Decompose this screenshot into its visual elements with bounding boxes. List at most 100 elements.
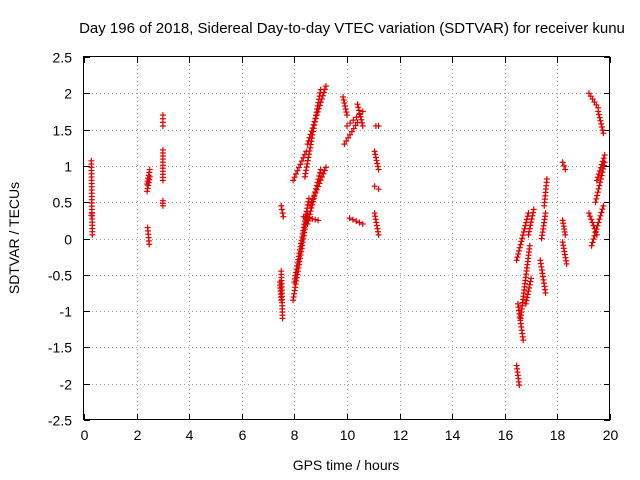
- data-point: [516, 382, 523, 389]
- data-point: [279, 315, 286, 322]
- data-point: [278, 202, 285, 209]
- data-point: [347, 120, 354, 127]
- y-tick-label: 0: [64, 232, 72, 248]
- data-point: [146, 166, 153, 173]
- x-tick-label: 18: [550, 427, 566, 443]
- data-point: [592, 229, 599, 236]
- data-point: [599, 127, 606, 134]
- data-point: [352, 122, 359, 129]
- data-point: [519, 235, 526, 242]
- data-point: [317, 177, 324, 184]
- y-tick-label: -0.5: [48, 268, 72, 284]
- data-point: [344, 122, 350, 129]
- data-point: [524, 291, 531, 298]
- data-point: [562, 166, 569, 173]
- data-point: [300, 154, 307, 161]
- data-point: [295, 164, 302, 171]
- data-point: [322, 164, 329, 171]
- data-point: [374, 163, 381, 170]
- data-point: [519, 232, 526, 239]
- x-tick-label: 20: [603, 427, 619, 443]
- data-point: [600, 202, 607, 209]
- data-point: [594, 222, 601, 229]
- data-point: [593, 177, 600, 184]
- data-point: [312, 216, 319, 223]
- x-tick-label: 4: [186, 427, 194, 443]
- data-point: [354, 101, 361, 108]
- data-point: [279, 210, 286, 217]
- data-point: [309, 124, 316, 131]
- data-point: [592, 199, 599, 206]
- y-tick-label: 0.5: [53, 195, 73, 211]
- data-point: [304, 141, 311, 148]
- data-point: [350, 125, 357, 132]
- data-point: [294, 167, 301, 174]
- data-point: [593, 226, 600, 233]
- data-point: [359, 220, 366, 227]
- data-point: [307, 208, 314, 215]
- data-point: [528, 219, 535, 226]
- data-point: [357, 113, 364, 120]
- data-point: [319, 92, 326, 99]
- data-point: [321, 86, 328, 93]
- data-point: [305, 217, 312, 224]
- data-point: [525, 288, 532, 295]
- data-point: [317, 99, 324, 106]
- data-point: [159, 122, 166, 129]
- data-point: [375, 122, 382, 129]
- data-point: [356, 110, 363, 117]
- data-point: [350, 117, 357, 124]
- x-tick-label: 8: [291, 427, 299, 443]
- data-point: [594, 189, 601, 196]
- data-point: [526, 225, 533, 232]
- data-point: [599, 206, 606, 213]
- data-point: [308, 199, 315, 206]
- data-point: [600, 155, 607, 162]
- data-point: [307, 131, 314, 138]
- data-point: [278, 206, 285, 213]
- data-point: [595, 185, 602, 192]
- x-tick-label: 12: [393, 427, 409, 443]
- data-point: [597, 117, 604, 124]
- data-point: [313, 186, 320, 193]
- data-point: [520, 228, 527, 235]
- data-point: [599, 158, 606, 165]
- data-point: [371, 183, 378, 190]
- x-tick-label: 6: [239, 427, 247, 443]
- data-point: [563, 260, 570, 267]
- data-point: [88, 210, 95, 217]
- data-point: [315, 217, 322, 224]
- data-point: [528, 215, 535, 222]
- data-point: [340, 96, 347, 103]
- data-point: [513, 257, 520, 264]
- data-point: [320, 89, 327, 96]
- data-point: [527, 222, 534, 229]
- data-point: [304, 220, 311, 227]
- data-point: [371, 148, 378, 155]
- data-point: [346, 215, 353, 222]
- data-point: [159, 202, 166, 209]
- data-point: [146, 173, 153, 180]
- data-point: [315, 183, 322, 190]
- data-point: [342, 103, 349, 110]
- data-point: [589, 219, 596, 226]
- x-axis-label: GPS time / hours: [293, 457, 400, 473]
- data-point: [321, 167, 328, 174]
- data-point: [322, 83, 329, 90]
- data-point: [306, 215, 313, 222]
- data-point: [521, 225, 528, 232]
- data-point: [303, 214, 310, 221]
- data-point: [542, 289, 549, 296]
- data-point: [526, 228, 533, 235]
- data-point: [345, 134, 352, 141]
- data-point: [278, 297, 285, 304]
- data-point: [320, 170, 327, 177]
- data-point: [358, 116, 365, 123]
- data-point: [316, 169, 323, 176]
- x-tick-label: 10: [340, 427, 356, 443]
- data-point: [314, 108, 321, 115]
- data-point: [317, 166, 324, 173]
- data-point: [348, 128, 355, 135]
- data-point: [316, 172, 323, 179]
